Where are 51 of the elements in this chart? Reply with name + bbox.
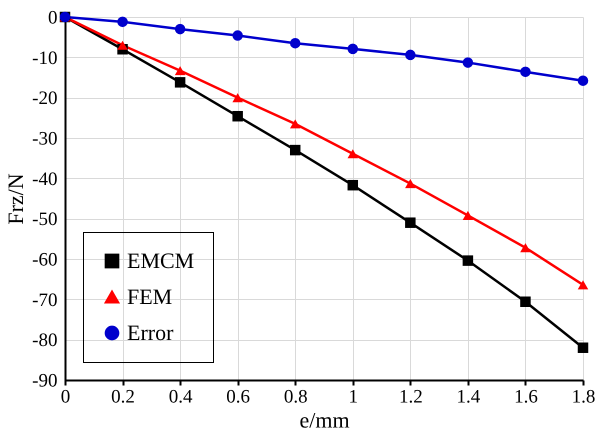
x-tick-label: 1.6 bbox=[514, 386, 538, 408]
y-tick-label: -60 bbox=[32, 250, 58, 270]
point bbox=[578, 342, 588, 353]
point bbox=[405, 50, 416, 60]
point bbox=[232, 93, 243, 102]
x-tick-label: 1.2 bbox=[398, 386, 423, 408]
point bbox=[462, 210, 474, 220]
point bbox=[290, 144, 300, 156]
point bbox=[174, 24, 186, 34]
x-axis-title: e/mm bbox=[299, 408, 350, 432]
point bbox=[290, 119, 300, 128]
x-tick-label: 0.2 bbox=[111, 386, 135, 408]
y-tick-label: -50 bbox=[32, 209, 58, 230]
x-tick-label: 0.4 bbox=[168, 386, 193, 408]
point bbox=[117, 40, 128, 50]
point bbox=[520, 296, 531, 307]
x-tick-label: 0.6 bbox=[226, 386, 250, 408]
point bbox=[520, 66, 531, 78]
point bbox=[174, 77, 186, 88]
y-tick-label: -20 bbox=[32, 88, 58, 110]
point bbox=[462, 255, 474, 266]
legend-label: FEM bbox=[127, 284, 172, 309]
point bbox=[578, 75, 588, 86]
point bbox=[520, 243, 531, 252]
legend-label: EMCM bbox=[127, 248, 194, 273]
legend-label: Error bbox=[127, 320, 174, 345]
point bbox=[290, 38, 300, 48]
y-tick-label: -10 bbox=[32, 48, 58, 69]
y-tick-label: 0 bbox=[48, 8, 58, 28]
y-axis-title: Frz/N bbox=[3, 173, 28, 225]
point bbox=[462, 57, 474, 68]
y-tick-label: -90 bbox=[32, 370, 58, 392]
y-tick-label: -70 bbox=[32, 290, 58, 311]
y-tick-label: -80 bbox=[32, 330, 58, 352]
point bbox=[117, 16, 128, 28]
x-tick-label: 0 bbox=[60, 386, 70, 408]
point bbox=[405, 179, 416, 188]
x-tick-label: 0.8 bbox=[284, 386, 308, 408]
x-tick-label: 1 bbox=[348, 386, 358, 408]
y-tick-label: -30 bbox=[32, 128, 58, 150]
point bbox=[174, 66, 186, 76]
point bbox=[578, 280, 588, 290]
x-tick-label: 1.8 bbox=[572, 386, 596, 408]
x-tick-label: 1.4 bbox=[456, 386, 481, 408]
point bbox=[348, 149, 358, 158]
point bbox=[232, 30, 243, 41]
point bbox=[232, 110, 243, 122]
point bbox=[405, 217, 416, 228]
y-tick-label: -40 bbox=[32, 168, 58, 190]
point bbox=[348, 44, 358, 54]
point bbox=[348, 180, 358, 190]
